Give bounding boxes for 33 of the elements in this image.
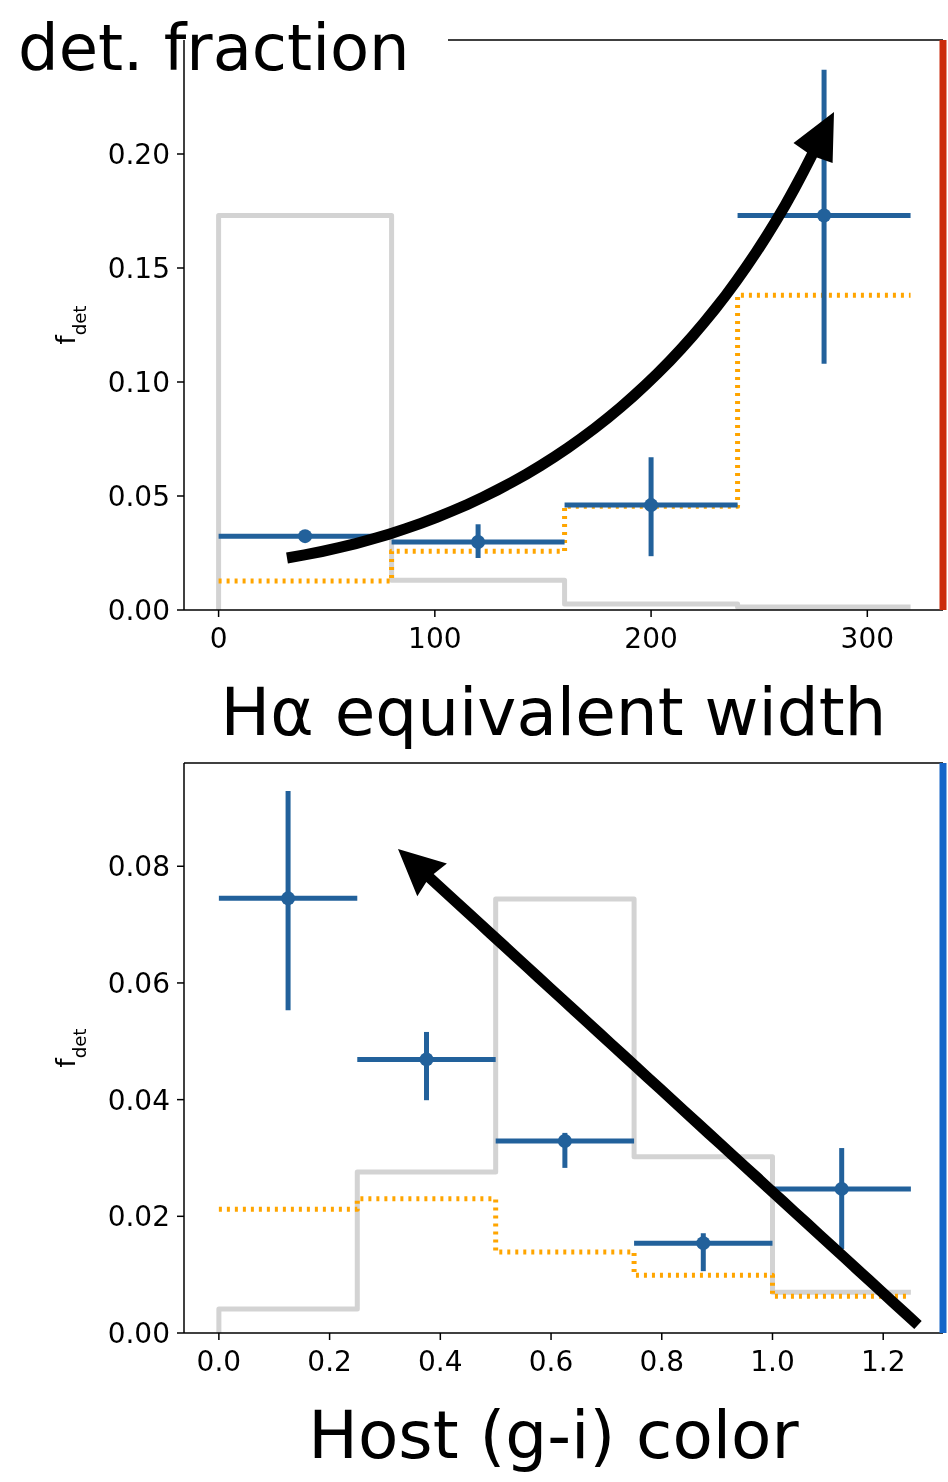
x-tick-label: 0.0 [196,1345,242,1378]
point [557,1134,572,1149]
point [281,891,296,906]
y-tick-label: 0.10 [107,366,170,399]
x-tick-label: 100 [408,622,462,655]
point [817,208,832,223]
point [471,535,486,550]
x-axis-title: Host (g-i) color [308,1397,800,1474]
x-tick-label: 300 [840,622,895,655]
x-tick-label: 0.4 [418,1345,463,1378]
point [696,1236,711,1251]
y-tick-label: 0.00 [107,1317,170,1350]
x-tick-label: 1.0 [750,1345,795,1378]
y-tick-label: 0.08 [107,850,170,884]
point [298,529,313,544]
y-tick-label: 0.04 [107,1083,170,1117]
x-tick-label: 0.8 [639,1345,685,1378]
x-axis-title: Hα equivalent width [220,674,887,751]
y-tick-label: 0.00 [107,594,170,627]
y-tick-label: 0.05 [107,480,170,513]
y-tick-label: 0.20 [107,138,170,171]
x-tick-label: 0.6 [528,1345,574,1378]
y-tick-label: 0.06 [107,966,170,1000]
chart-title: det. fraction [18,11,410,85]
y-tick-label: 0.15 [107,252,170,285]
point [419,1052,434,1067]
point [644,498,659,513]
x-tick-label: 0.2 [307,1345,352,1378]
x-tick-label: 0 [209,622,228,655]
point [834,1181,849,1196]
x-tick-label: 1.2 [860,1345,906,1378]
y-tick-label: 0.02 [107,1200,170,1234]
x-tick-label: 200 [624,622,678,655]
